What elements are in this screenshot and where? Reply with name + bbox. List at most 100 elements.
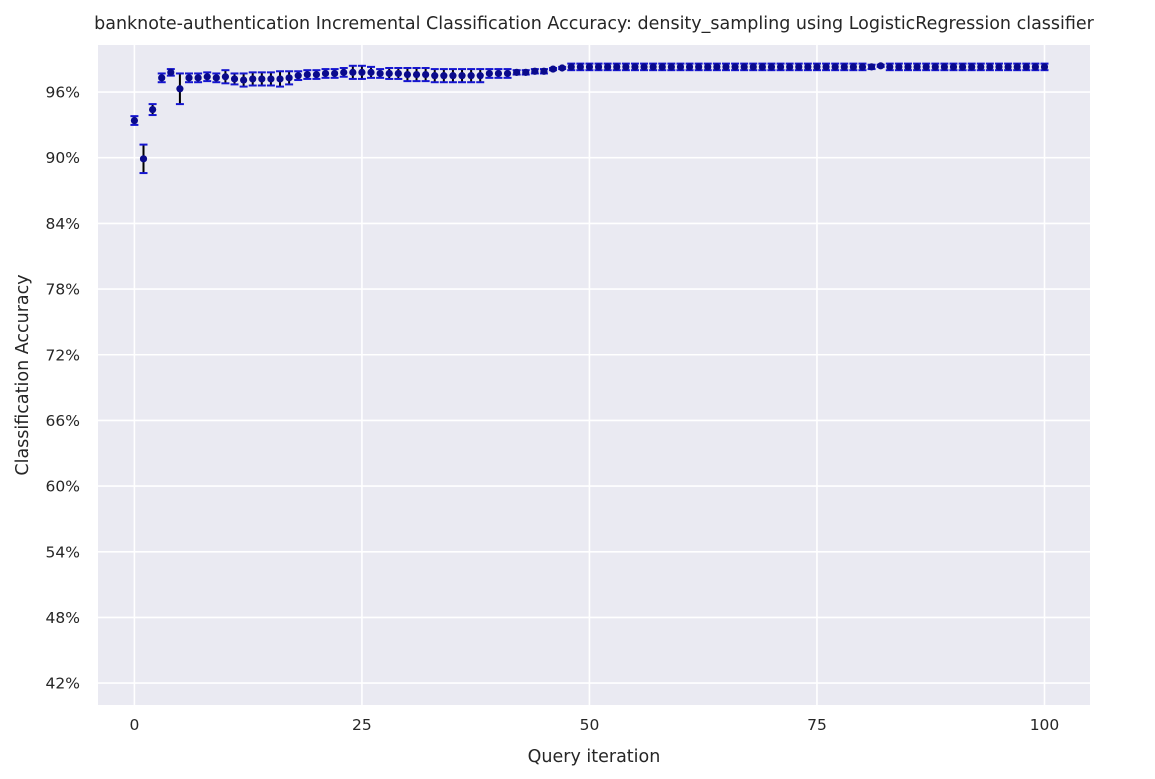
data-point [340,68,348,76]
data-point [877,62,885,70]
data-point [968,63,976,71]
data-point [1004,63,1012,71]
data-point [685,63,694,71]
y-tick-label: 96% [46,84,80,102]
data-point [221,73,230,81]
data-point [767,63,776,71]
data-point [358,68,366,76]
data-point [494,69,503,78]
x-tick-label: 50 [580,716,600,734]
data-point [212,74,220,82]
data-point [749,63,757,71]
data-point [786,63,794,71]
data-point [321,69,330,78]
data-point [167,68,175,76]
y-tick-label: 54% [46,543,80,561]
data-point [813,63,821,71]
data-point [986,63,994,71]
data-point [731,63,739,71]
data-point [485,69,493,78]
data-point [949,63,958,71]
y-tick-label: 48% [46,609,80,627]
data-point [576,63,584,71]
data-point [1013,63,1021,71]
data-point [622,63,630,71]
x-tick-label: 0 [129,716,139,734]
y-tick-label: 78% [46,281,80,299]
data-point [394,69,402,78]
data-point [722,63,730,71]
data-point [522,68,530,76]
data-point [476,72,484,80]
x-tick-label: 75 [807,716,827,734]
data-point [540,67,548,75]
data-point [604,63,612,71]
y-tick-label: 66% [46,412,80,430]
data-point [230,75,239,83]
x-tick-labels: 0 25 50 75 100 [129,716,1059,734]
data-point [831,63,839,71]
data-point [658,63,666,71]
y-tick-label: 72% [46,346,80,364]
data-point [667,63,675,71]
data-point [704,63,712,71]
data-point [139,155,148,163]
data-point [312,70,321,79]
data-point [385,69,393,78]
data-point [676,63,685,71]
data-point [203,73,211,81]
data-point [631,63,639,71]
y-axis-label: Classification Accuracy [13,274,33,475]
data-point [349,68,357,76]
data-point [467,72,475,80]
data-point [695,63,703,71]
data-point [858,63,867,71]
data-point [940,63,948,71]
data-point [149,105,157,114]
data-point [958,63,967,71]
data-point [158,74,166,82]
data-point [431,72,439,80]
data-point [458,72,466,80]
data-point [440,72,448,80]
data-point [886,63,894,71]
data-point [403,70,412,79]
data-point [649,63,657,71]
data-point [758,63,766,71]
data-point [412,70,421,79]
data-point [913,63,921,71]
data-point [922,63,930,71]
data-point [276,75,284,83]
data-point [585,63,594,71]
data-point [549,65,557,73]
data-point [1031,63,1039,71]
data-point [567,63,575,71]
data-point [713,63,721,71]
data-point [531,67,539,75]
data-point [130,116,139,125]
data-point [740,63,748,71]
data-point [449,72,457,80]
data-point [267,75,275,83]
data-point [367,68,375,76]
data-point [422,70,430,79]
data-point [895,63,903,71]
data-point [513,68,521,76]
data-point [285,74,293,82]
data-point [977,63,985,71]
data-point [558,64,566,72]
data-point [867,63,876,71]
data-point [594,63,603,71]
data-points [130,62,1049,163]
y-tick-labels: 42% 48% 54% 60% 66% 72% 78% 84% 90% 96% [46,84,80,693]
x-axis-label: Query iteration [528,747,661,767]
data-point [303,70,311,79]
data-point [249,75,257,83]
data-point [776,63,785,71]
x-tick-label: 100 [1030,716,1060,734]
data-point [185,74,193,82]
data-point [176,85,184,93]
data-point [840,63,848,71]
data-point [240,76,248,84]
